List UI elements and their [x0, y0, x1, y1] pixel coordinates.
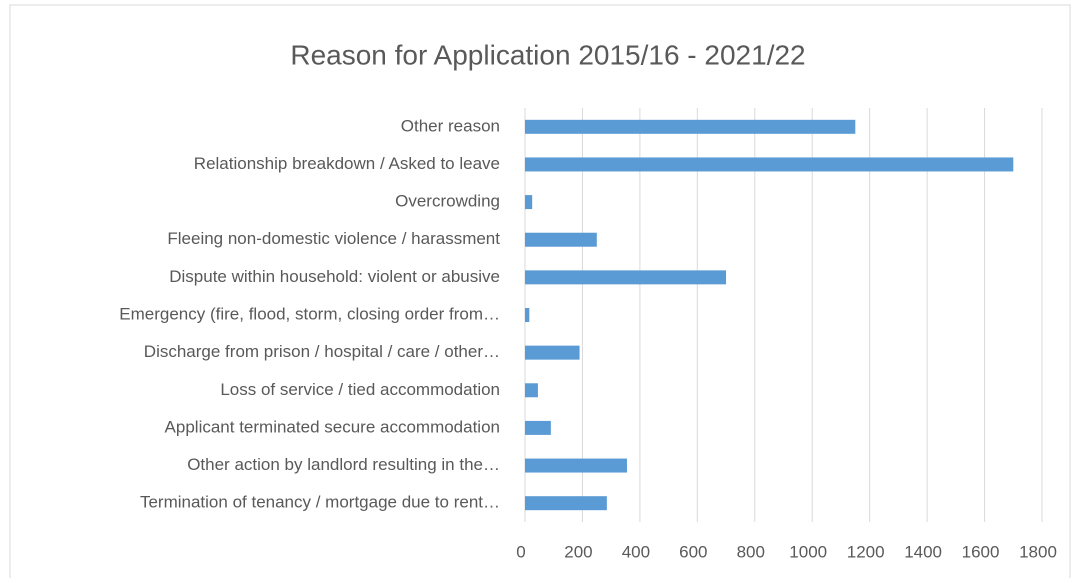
bar [525, 496, 607, 511]
x-tick-label: 600 [679, 542, 707, 561]
x-tick-label: 1800 [1019, 542, 1057, 561]
bar [525, 195, 533, 210]
chart-title: Reason for Application 2015/16 - 2021/22 [290, 39, 805, 70]
bar [525, 232, 597, 247]
y-tick-label: Dispute within household: violent or abu… [169, 267, 500, 286]
x-tick-label: 200 [564, 542, 592, 561]
y-tick-label: Emergency (fire, flood, storm, closing o… [119, 304, 500, 323]
y-tick-label: Discharge from prison / hospital / care … [144, 342, 500, 361]
bar [525, 308, 530, 322]
bar [525, 270, 727, 285]
chart-frame [9, 4, 1071, 583]
bar [525, 119, 856, 134]
x-tick-label: 1000 [789, 542, 827, 561]
y-tick-label: Applicant terminated secure accommodatio… [165, 417, 500, 436]
bar [525, 458, 627, 473]
x-tick-label: 0 [516, 542, 525, 561]
y-tick-label: Loss of service / tied accommodation [220, 380, 500, 399]
x-tick-label: 400 [622, 542, 650, 561]
y-tick-label: Termination of tenancy / mortgage due to… [140, 493, 500, 512]
y-tick-label: Fleeing non-domestic violence / harassme… [167, 229, 500, 248]
bar [525, 383, 538, 398]
y-tick-label: Other reason [401, 116, 500, 135]
y-tick-label: Other action by landlord resulting in th… [187, 455, 500, 474]
bar [525, 157, 1014, 172]
y-tick-label: Overcrowding [395, 192, 500, 211]
x-tick-label: 800 [737, 542, 765, 561]
x-tick-label: 1200 [847, 542, 885, 561]
x-tick-label: 1600 [962, 542, 1000, 561]
x-tick-label: 1400 [904, 542, 942, 561]
bar [525, 420, 551, 435]
y-tick-label: Relationship breakdown / Asked to leave [194, 154, 500, 173]
bar [525, 345, 580, 360]
